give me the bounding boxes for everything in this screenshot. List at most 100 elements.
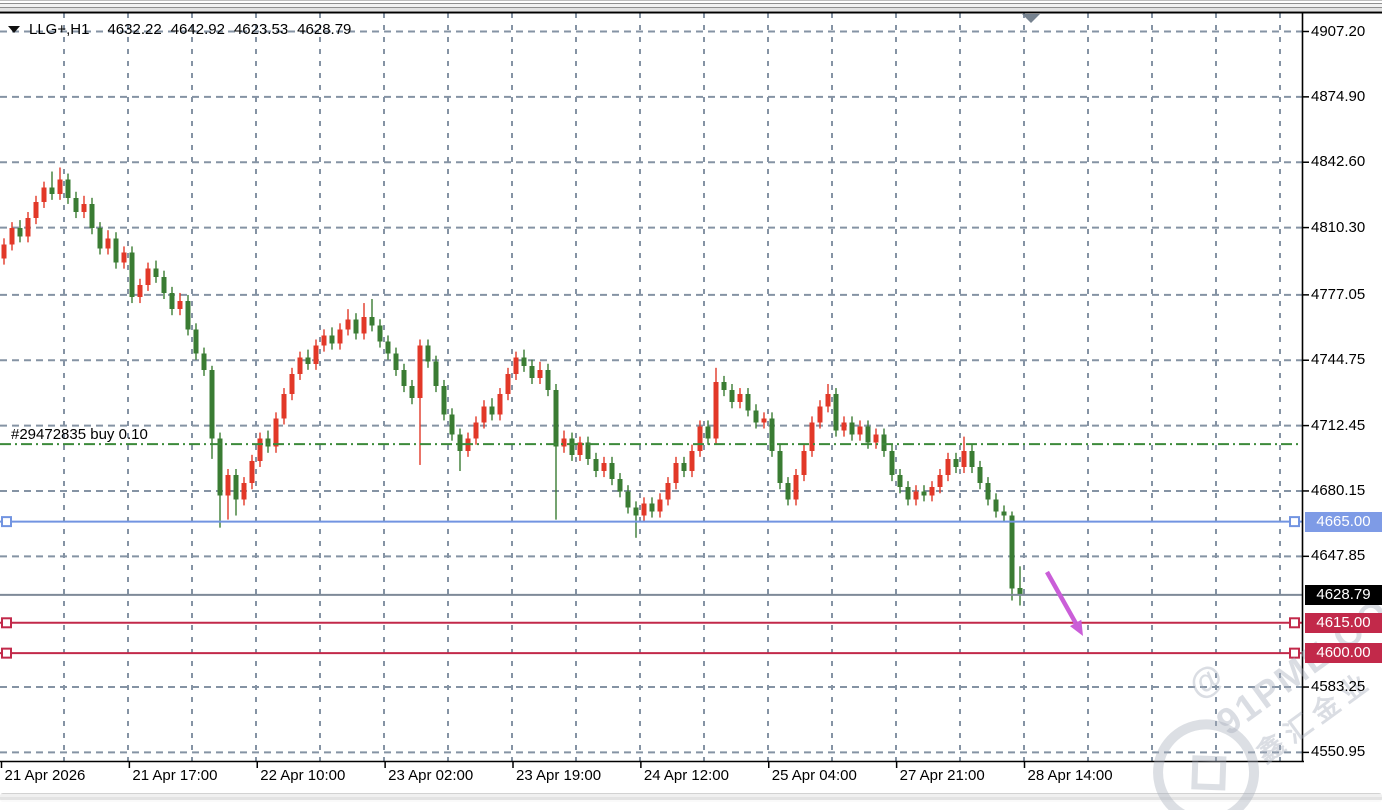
candle-body xyxy=(609,462,615,480)
candle-body xyxy=(801,450,807,476)
level-4615-handle-left[interactable] xyxy=(1,617,12,629)
candle-body xyxy=(353,319,359,334)
chart-header: LLG+,H1 4632.22 4642.92 4623.53 4628.79 xyxy=(8,21,360,38)
candle-body xyxy=(377,325,383,342)
candle-body xyxy=(625,491,631,508)
candle-body xyxy=(809,422,815,451)
level-4600-handle-right[interactable] xyxy=(1289,647,1300,659)
candle-body xyxy=(657,499,663,512)
candle-body xyxy=(449,414,455,435)
candle-body xyxy=(769,418,775,451)
candle-body xyxy=(673,462,679,484)
candle-body xyxy=(33,201,39,219)
candle-body xyxy=(57,179,63,194)
window-top-edge xyxy=(0,0,1382,11)
candle-body xyxy=(49,187,55,194)
time-tick-label: 27 Apr 21:00 xyxy=(899,767,985,784)
order-line-label: #29472835 buy 0.10 xyxy=(11,426,148,443)
candle-body xyxy=(225,475,231,496)
candle-body xyxy=(681,462,687,472)
candle-body xyxy=(873,434,879,443)
candle-body xyxy=(265,438,271,447)
candle-body xyxy=(345,319,351,330)
candle-body xyxy=(881,434,887,451)
price-tick-label: 4874.90 xyxy=(1311,87,1366,105)
ohlc-high: 4642.92 xyxy=(170,21,225,38)
candle-body xyxy=(505,373,511,395)
candle-body xyxy=(25,218,31,237)
candle-body xyxy=(545,369,551,391)
candle-body xyxy=(889,450,895,476)
candle-body xyxy=(97,228,103,249)
candle-body xyxy=(945,458,951,476)
trend-arrow-head[interactable] xyxy=(1069,619,1083,636)
candle-body xyxy=(1,244,7,259)
level-4600-handle-left[interactable] xyxy=(1,647,12,659)
candle-body xyxy=(729,390,735,403)
candle-body xyxy=(705,426,711,439)
candle-body xyxy=(593,458,599,472)
ohlc-open: 4632.22 xyxy=(107,21,162,38)
candle-body xyxy=(297,357,303,374)
candle-body xyxy=(865,426,871,443)
candle-body xyxy=(825,394,831,407)
candle-body xyxy=(737,394,743,403)
candle-body xyxy=(577,442,583,455)
candle-body xyxy=(321,335,327,346)
candle-body xyxy=(753,410,759,423)
time-tick-label: 21 Apr 2026 xyxy=(4,767,86,784)
candle-body xyxy=(721,381,727,391)
candle-body xyxy=(777,450,783,484)
candle-body xyxy=(153,268,159,277)
candle-body xyxy=(1001,511,1007,516)
candle-body xyxy=(481,406,487,423)
candle-body xyxy=(497,394,503,415)
candle-body xyxy=(201,353,207,370)
candle-body xyxy=(409,386,415,399)
candle-body xyxy=(1009,515,1015,589)
candle-body xyxy=(41,187,47,202)
time-tick-label: 25 Apr 04:00 xyxy=(771,767,857,784)
candle-body xyxy=(393,353,399,370)
candle-body xyxy=(985,483,991,500)
candle-body xyxy=(817,406,823,423)
candle-body xyxy=(113,238,119,263)
chart-shift-marker[interactable] xyxy=(1022,14,1040,23)
candle-body xyxy=(601,462,607,472)
candle-body xyxy=(953,458,959,467)
price-tick-label: 4744.75 xyxy=(1311,351,1366,369)
candle-body xyxy=(897,475,903,488)
candle-body xyxy=(473,422,479,439)
candle-body xyxy=(841,422,847,431)
candle-body xyxy=(857,426,863,435)
candle-body xyxy=(305,357,311,364)
price-tick-label: 4712.45 xyxy=(1311,416,1366,434)
candle-body xyxy=(937,475,943,488)
price-badge-461500: 4615.00 xyxy=(1305,612,1382,633)
price-tick-label: 4777.05 xyxy=(1311,285,1366,303)
candle-body xyxy=(665,483,671,500)
time-tick-label: 22 Apr 10:00 xyxy=(260,767,346,784)
candle-body xyxy=(241,483,247,500)
trend-arrow[interactable] xyxy=(1045,570,1078,625)
candle-body xyxy=(905,487,911,500)
candle-body xyxy=(961,450,967,467)
level-4665-handle-right[interactable] xyxy=(1289,516,1300,528)
time-tick-label: 23 Apr 19:00 xyxy=(516,767,602,784)
candle-body xyxy=(281,394,287,419)
candle-body xyxy=(569,438,575,455)
candle-body xyxy=(513,357,519,374)
price-badge-460000: 4600.00 xyxy=(1305,643,1382,664)
candle-body xyxy=(833,394,839,431)
candle-body xyxy=(329,335,335,344)
candle-body xyxy=(17,228,23,237)
level-4615-handle-right[interactable] xyxy=(1289,617,1300,629)
level-4665-handle-left[interactable] xyxy=(1,516,12,528)
candle-body xyxy=(649,503,655,512)
candle-body xyxy=(849,422,855,435)
symbol-dropdown-icon[interactable] xyxy=(8,26,20,33)
candle-body xyxy=(977,466,983,484)
time-tick-label: 28 Apr 14:00 xyxy=(1027,767,1113,784)
candle-body xyxy=(105,238,111,249)
